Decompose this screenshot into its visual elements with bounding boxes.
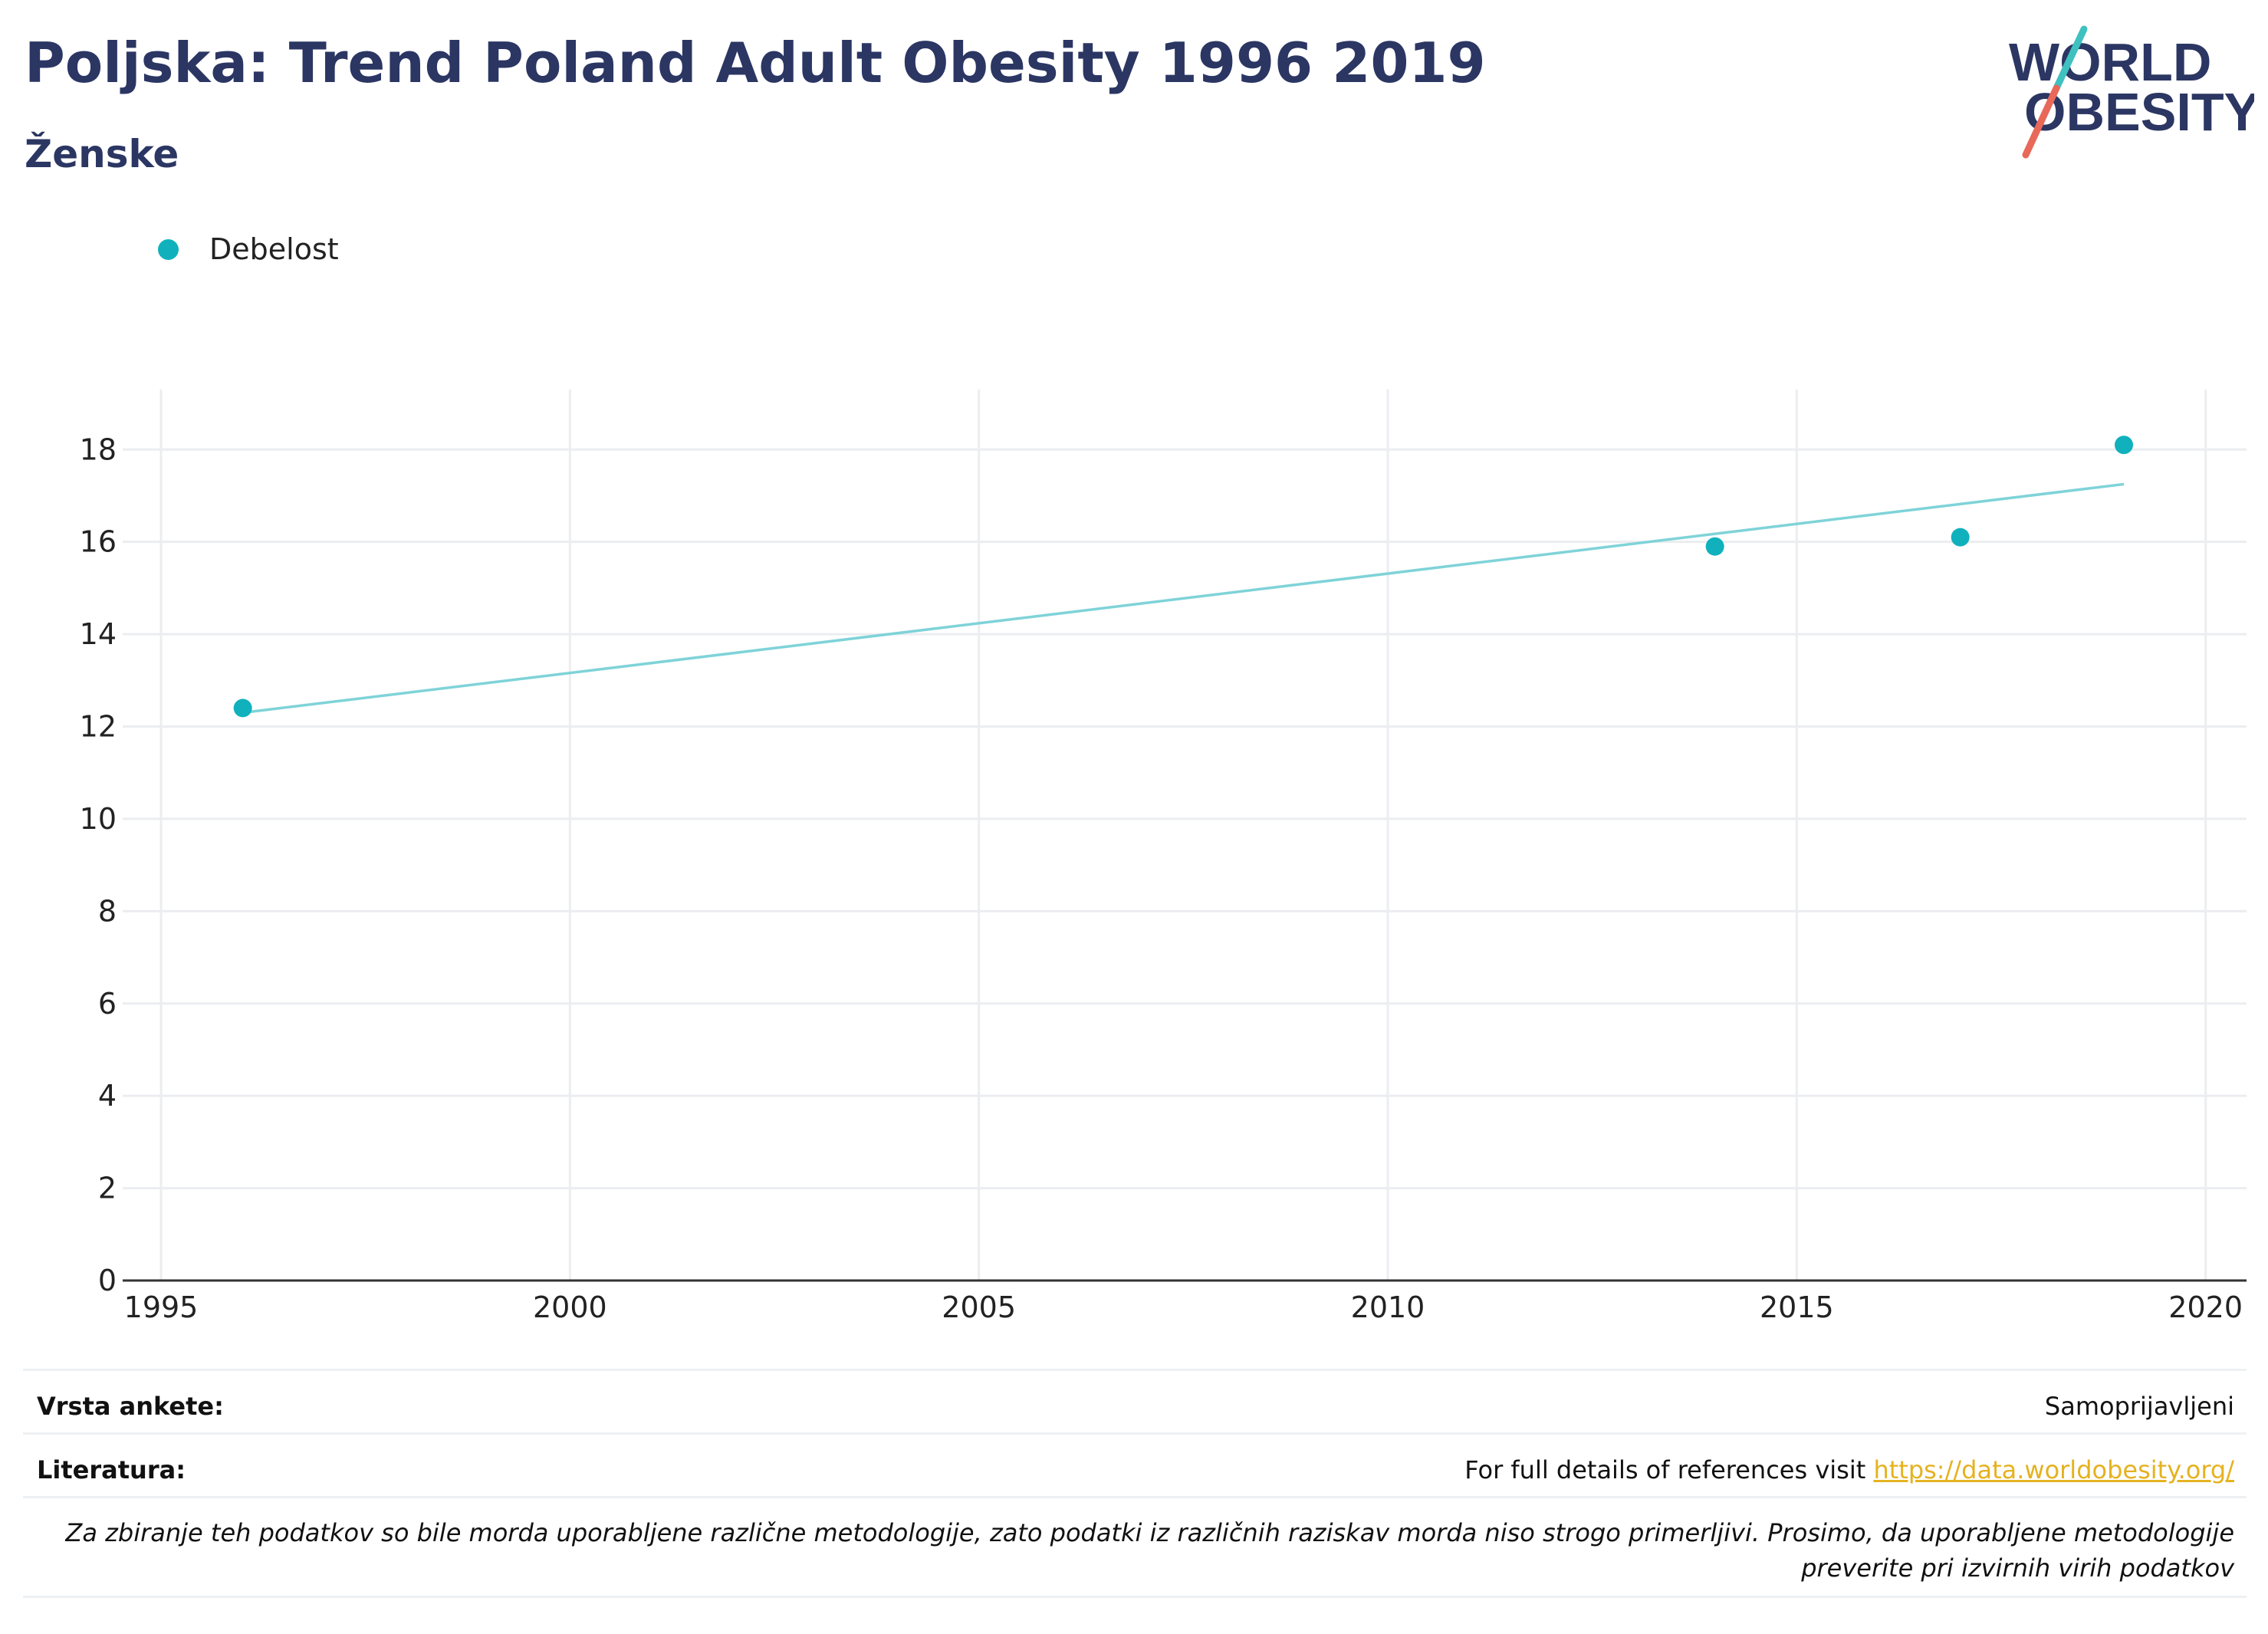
chart-title: Poljska: Trend Poland Adult Obesity 1996… (25, 31, 1486, 95)
x-tick-label-2020: 2020 (2168, 1290, 2243, 1324)
x-tick-label-2010: 2010 (1351, 1290, 1425, 1324)
methodology-note: Za zbiranje teh podatkov so bile morda u… (41, 1515, 2234, 1586)
references-value: For full details of references visit htt… (1464, 1455, 2234, 1484)
y-tick-label-6: 6 (98, 987, 117, 1021)
chart-plot: 1995 2000 2005 2010 2015 2020 0 2 4 6 8 10 12 14 16 18 (80, 390, 2247, 1324)
data-point-1996 (233, 699, 252, 718)
y-tick-label-14: 14 (80, 617, 117, 651)
references-label: Literatura: (37, 1455, 186, 1484)
references-text: For full details of references visit (1464, 1455, 1874, 1484)
references-link[interactable]: https://data.worldobesity.org/ (1873, 1455, 2234, 1484)
logo-slash-red (2022, 84, 2060, 159)
data-point-2017 (1951, 528, 1970, 547)
survey-type-value: Samoprijavljeni (2044, 1392, 2234, 1421)
logo-text-world: WORLD (2009, 32, 2211, 92)
logo-text-obesity: OBESITY (2024, 82, 2254, 142)
methodology-note-line2: preverite pri izvirnih virih podatkov (1801, 1553, 2234, 1583)
chart-subtitle: Ženske (25, 132, 179, 176)
logo-slash-teal (2053, 25, 2088, 92)
footer-row-note: Za zbiranje teh podatkov so bile morda u… (23, 1496, 2247, 1598)
x-tick-label-1995: 1995 (124, 1290, 199, 1324)
trend-line (242, 482, 2125, 715)
y-tick-label-10: 10 (80, 802, 117, 836)
y-tick-label-16: 16 (80, 525, 117, 559)
footer-row-references: Literatura: For full details of referenc… (23, 1432, 2247, 1498)
y-tick-label-0: 0 (98, 1264, 117, 1297)
y-tick-label-18: 18 (80, 432, 117, 466)
y-tick-label-4: 4 (98, 1079, 117, 1113)
x-tick-label-2005: 2005 (942, 1290, 1016, 1324)
legend-label-debelost: Debelost (209, 232, 339, 266)
footer-row-survey: Vrsta ankete: Samoprijavljeni (23, 1369, 2247, 1435)
legend[interactable]: Debelost (158, 230, 339, 268)
footer-bottom-rule (23, 1596, 2247, 1598)
y-tick-label-12: 12 (80, 710, 117, 744)
data-point-2014 (1705, 537, 1724, 556)
footer-table: Vrsta ankete: Samoprijavljeni Literatura… (23, 1369, 2247, 1599)
y-tick-label-8: 8 (98, 894, 117, 928)
x-tick-label-2015: 2015 (1760, 1290, 1834, 1324)
world-obesity-logo: WORLD OBESITY (2009, 25, 2254, 159)
x-tick-label-2000: 2000 (533, 1290, 607, 1324)
methodology-note-line1: Za zbiranje teh podatkov so bile morda u… (65, 1518, 2234, 1547)
legend-marker-debelost (158, 238, 179, 260)
data-point-2019 (2115, 436, 2133, 455)
y-tick-label-2: 2 (98, 1172, 117, 1205)
survey-type-label: Vrsta ankete: (37, 1392, 224, 1421)
